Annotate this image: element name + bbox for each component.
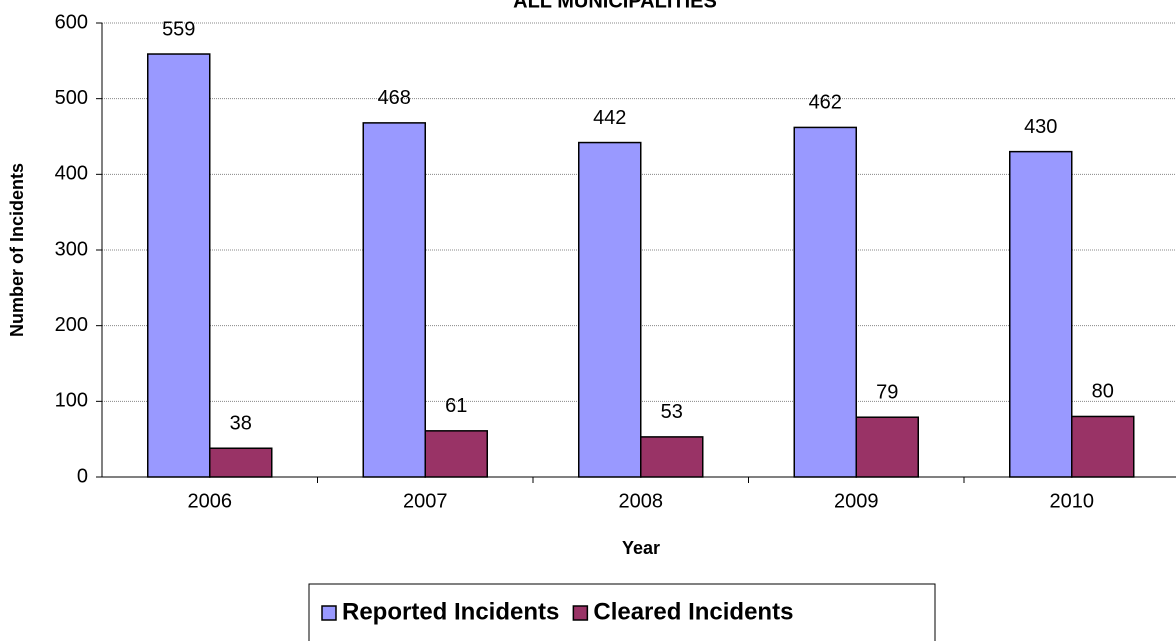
- legend-swatch: [321, 605, 337, 621]
- data-label: 80: [1092, 381, 1114, 403]
- bar: [147, 53, 211, 478]
- data-label: 79: [876, 382, 898, 404]
- bar: [793, 126, 857, 478]
- data-label: 468: [378, 87, 411, 109]
- data-label: 53: [661, 401, 683, 423]
- y-axis-label: Number of Incidents: [7, 163, 27, 337]
- bar: [209, 447, 273, 478]
- legend-label: Cleared Incidents: [593, 598, 793, 625]
- legend-box: [308, 583, 936, 641]
- data-label: 38: [230, 413, 252, 435]
- x-tick-label: 2008: [619, 490, 664, 512]
- bar: [578, 141, 642, 478]
- data-label: 559: [162, 18, 195, 40]
- data-label: 442: [593, 107, 626, 129]
- data-label: 430: [1024, 116, 1057, 138]
- y-tick-label: 100: [55, 390, 88, 412]
- y-tick-label: 300: [55, 238, 88, 260]
- bar: [1071, 415, 1135, 478]
- y-tick-label: 0: [77, 465, 88, 487]
- data-label: 61: [445, 395, 467, 417]
- legend-swatch: [572, 605, 589, 621]
- x-tick-label: 2007: [403, 490, 448, 512]
- x-tick-label: 2009: [834, 490, 879, 512]
- legend-label: Reported Incidents: [342, 598, 559, 625]
- x-tick-label: 2006: [188, 490, 233, 512]
- bar: [424, 430, 488, 478]
- bar: [640, 436, 704, 478]
- bar: [855, 416, 919, 478]
- chart-title: ALL MUNICIPALITIES: [513, 0, 717, 12]
- bar: [1009, 150, 1073, 478]
- y-tick-label: 200: [55, 314, 88, 336]
- data-label: 462: [809, 92, 842, 114]
- y-tick-label: 600: [55, 11, 88, 33]
- y-tick-label: 400: [55, 163, 88, 185]
- x-axis-label: Year: [622, 538, 660, 558]
- x-tick-label: 2010: [1050, 490, 1095, 512]
- bar: [362, 122, 426, 478]
- y-tick-label: 500: [55, 87, 88, 109]
